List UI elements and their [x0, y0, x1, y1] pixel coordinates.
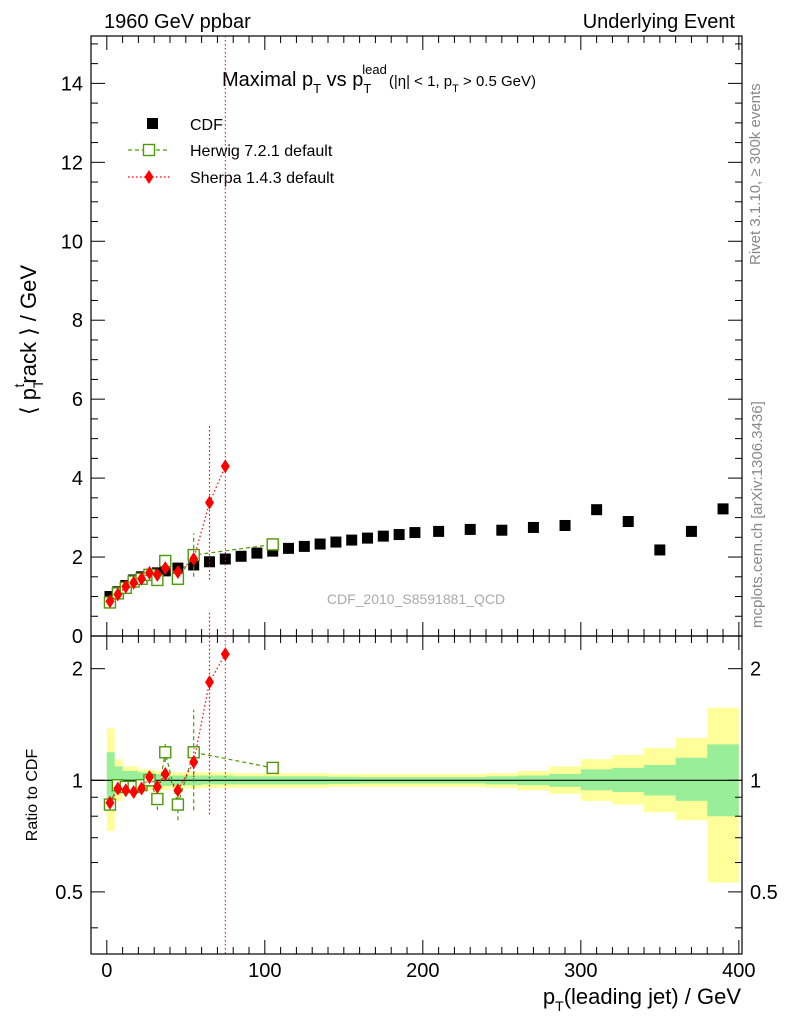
x-tick-label: 0 [101, 960, 112, 982]
cdf-data-point [377, 530, 389, 542]
sherpa-ratio-point [105, 795, 115, 810]
header-left: 1960 GeV ppbar [104, 11, 251, 33]
sherpa-ratio-point [144, 770, 154, 785]
y-tick-label: 12 [61, 152, 83, 174]
cdf-data-point [346, 534, 358, 546]
cdf-data-point [267, 545, 279, 557]
sherpa-ratio-point [189, 755, 199, 770]
cdf-data-point [362, 532, 374, 544]
rivet-label: Rivet 3.1.10, ≥ 300k events [747, 83, 764, 265]
cdf-data-point [591, 504, 603, 516]
cdf-data-point [204, 556, 216, 568]
cdf-data-point [654, 544, 666, 556]
cdf-data-point [464, 523, 476, 535]
y-tick-label: 10 [61, 231, 83, 253]
herwig-ratio-point [151, 792, 164, 806]
cdf-data-point [433, 525, 445, 537]
x-tick-label: 400 [722, 960, 755, 982]
x-tick-label: 100 [248, 960, 281, 982]
herwig-ratio-point [171, 798, 185, 811]
sherpa-ratio-point [160, 766, 170, 781]
sherpa-ratio-point [137, 781, 147, 796]
sherpa-point [160, 561, 170, 576]
legend-marker-sherpa [144, 170, 154, 184]
cdf-data-point [330, 536, 342, 548]
y-tick-label: 0 [72, 626, 83, 648]
main-plot-area: 0 2 4 6 8 10 12 14 [61, 43, 742, 648]
x-tick-label: 200 [406, 960, 439, 982]
sherpa-ratio-line [109, 653, 226, 804]
herwig-point [266, 538, 279, 551]
main-plot-frame [90, 35, 743, 637]
ratio-y-tick-label-left: 2 [72, 659, 83, 681]
y-axis-label: ⟨ pTtrack ⟩ / GeV [11, 265, 46, 415]
header-right: Underlying Event [583, 11, 736, 33]
ratio-y-tick-label-right: 1 [750, 770, 761, 792]
sherpa-point [205, 495, 215, 510]
sherpa-point [220, 459, 230, 474]
sherpa-ratio-point [152, 779, 162, 794]
x-tick-label: 300 [564, 960, 597, 982]
x-axis-label: pT(leading jet) / GeV [543, 984, 741, 1014]
cdf-data-point [622, 516, 634, 528]
cdf-data-point [409, 527, 421, 539]
cdf-data-point [717, 503, 729, 515]
chart-title: Maximal pT vs pTlead(|η| < 1, pT > 0.5 G… [222, 62, 536, 96]
sherpa-point [152, 567, 162, 582]
ratio-band-yellow [106, 707, 739, 883]
y-tick-label: 6 [72, 389, 83, 411]
sherpa-ratio-point [205, 675, 215, 690]
herwig-ratio-point [266, 761, 279, 775]
sherpa-line [109, 466, 226, 602]
cdf-data-point [559, 519, 571, 531]
ratio-plot-area: 0.5 0.5 1 1 2 2 [55, 610, 778, 929]
legend-marker-cdf [147, 118, 158, 129]
sherpa-ratio-point [220, 647, 230, 662]
ratio-y-tick-label-left: 1 [72, 770, 83, 792]
cdf-data-point [393, 529, 405, 541]
sherpa-ratio-point [173, 783, 183, 798]
cdf-data-point [314, 538, 326, 550]
sherpa-point [189, 552, 199, 567]
ratio-y-tick-label-right: 0.5 [750, 882, 778, 904]
sherpa-point [137, 571, 147, 586]
sherpa-point [105, 594, 115, 609]
cdf-data-point [527, 521, 539, 533]
y-tick-label: 14 [61, 73, 83, 95]
cdf-data-point [496, 524, 508, 536]
sherpa-point [113, 587, 123, 602]
cdf-data-point [283, 542, 295, 554]
cdf-data-point [685, 525, 697, 537]
legend-label-cdf: CDF [190, 117, 223, 134]
legend-label-herwig: Herwig 7.2.1 default [190, 143, 333, 160]
legend: CDF Herwig 7.2.1 default Sherpa 1.4.3 de… [128, 117, 335, 187]
cdf-data-point [235, 550, 247, 562]
ratio-y-tick-label-left: 0.5 [55, 882, 83, 904]
legend-label-sherpa: Sherpa 1.4.3 default [190, 170, 335, 187]
y-tick-label: 8 [72, 310, 83, 332]
ratio-y-axis-label: Ratio to CDF [24, 749, 41, 842]
ratio-y-tick-label-right: 2 [750, 659, 761, 681]
cdf-data-point [251, 547, 263, 559]
mcplots-label: mcplots.cern.ch [arXiv:1306.3436] [749, 401, 766, 628]
sherpa-point [121, 579, 131, 594]
legend-marker-herwig [142, 143, 156, 157]
analysis-watermark: CDF_2010_S8591881_QCD [327, 591, 505, 607]
y-tick-label: 2 [72, 547, 83, 569]
ratio-plot-frame [90, 635, 743, 955]
sherpa-point [129, 575, 139, 590]
y-tick-label: 4 [72, 468, 83, 490]
herwig-ratio-point [159, 746, 172, 759]
sherpa-ratio-point [121, 783, 131, 798]
cdf-data-point [219, 553, 231, 565]
sherpa-point [173, 565, 183, 580]
sherpa-ratio-point [113, 781, 123, 796]
cdf-data-point [298, 540, 310, 552]
sherpa-point [144, 565, 154, 580]
sherpa-ratio-point [129, 784, 139, 799]
